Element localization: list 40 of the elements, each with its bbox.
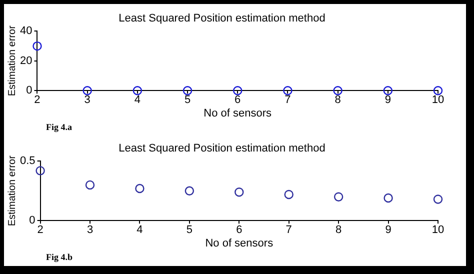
- x-tick-label: 5: [184, 94, 191, 106]
- x-tick-label: 10: [432, 94, 444, 106]
- y-tick-label: 0: [29, 214, 36, 227]
- point: [184, 186, 194, 196]
- x-tick-label: 9: [384, 94, 391, 106]
- x-tick-label: 8: [336, 224, 342, 236]
- point: [135, 184, 144, 194]
- y-tick-label: 0: [26, 84, 32, 97]
- x-tick-label: 8: [334, 94, 341, 106]
- y-tick-label: 40: [20, 25, 32, 38]
- point: [284, 190, 294, 200]
- x-tick-label: 3: [86, 224, 94, 236]
- x-tick-label: 7: [284, 94, 291, 106]
- x-tick-label: 4: [134, 94, 140, 106]
- x-tick-label: 9: [385, 224, 392, 236]
- point: [334, 192, 344, 202]
- point: [234, 187, 244, 197]
- point: [433, 194, 443, 204]
- y-tick-label: 0.5: [20, 155, 36, 168]
- caption: Fig 4.b: [46, 252, 73, 262]
- y-tick-label: 20: [20, 54, 32, 67]
- chart-title: Least Squared Position estimation method: [118, 142, 326, 155]
- point: [85, 180, 95, 190]
- caption: Fig 4.a: [46, 122, 72, 132]
- point: [36, 166, 45, 176]
- x-tick-label: 2: [37, 224, 44, 236]
- point: [384, 193, 393, 203]
- x-tick-label: 6: [234, 94, 241, 106]
- y-axis-title: Estimation error: [6, 24, 18, 96]
- x-tick-label: 3: [84, 94, 90, 106]
- x-tick-label: 5: [186, 224, 192, 236]
- x-tick-label: 4: [136, 224, 143, 236]
- x-tick-label: 6: [236, 224, 242, 236]
- x-tick-label: 2: [34, 94, 40, 106]
- x-tick-label: 7: [286, 224, 292, 236]
- x-tick-label: 10: [432, 224, 444, 236]
- chart-title: Least Squared Position estimation method: [118, 12, 326, 25]
- y-axis-title: Estimation error: [6, 154, 18, 226]
- x-axis-title: No of sensors: [204, 107, 272, 120]
- x-axis-title: No of sensors: [205, 237, 274, 250]
